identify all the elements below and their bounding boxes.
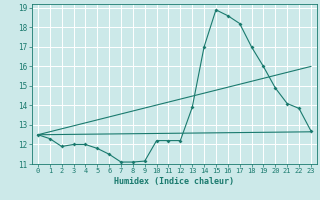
X-axis label: Humidex (Indice chaleur): Humidex (Indice chaleur) [115,177,234,186]
